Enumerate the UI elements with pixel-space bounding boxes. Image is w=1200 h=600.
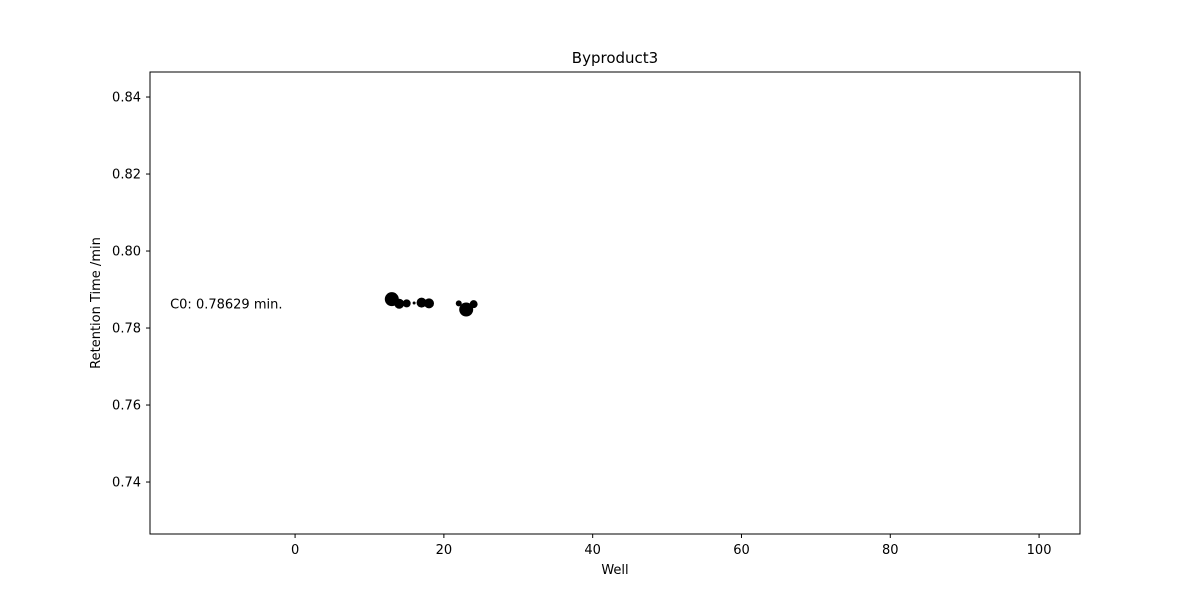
x-axis-label: Well bbox=[601, 563, 628, 578]
x-tick-label: 60 bbox=[733, 543, 750, 558]
x-ticks: 0 20 40 60 80 100 bbox=[291, 534, 1052, 558]
axes-frame bbox=[149, 71, 1081, 535]
data-point bbox=[402, 299, 411, 308]
data-point bbox=[459, 302, 474, 317]
y-tick-label: 0.76 bbox=[112, 399, 141, 414]
y-tick-label: 0.78 bbox=[112, 322, 141, 337]
data-point bbox=[469, 300, 478, 309]
data-point bbox=[466, 303, 470, 307]
y-tick-label: 0.82 bbox=[112, 168, 141, 183]
x-tick-label: 20 bbox=[436, 543, 453, 558]
chart-title: Byproduct3 bbox=[572, 49, 658, 67]
x-tick-label: 80 bbox=[882, 543, 899, 558]
data-point bbox=[394, 298, 405, 309]
data-points bbox=[384, 292, 478, 317]
x-tick-label: 100 bbox=[1027, 543, 1052, 558]
y-tick-label: 0.84 bbox=[112, 91, 141, 106]
y-tick-label: 0.80 bbox=[112, 245, 141, 260]
data-point bbox=[455, 300, 462, 307]
c0-annotation: C0: 0.78629 min. bbox=[170, 297, 282, 312]
data-point bbox=[424, 298, 434, 309]
y-ticks: 0.74 0.76 0.78 0.80 0.82 0.84 bbox=[112, 91, 150, 491]
y-tick-label: 0.74 bbox=[112, 476, 141, 491]
x-tick-label: 0 bbox=[291, 543, 299, 558]
data-point bbox=[412, 301, 416, 305]
data-point bbox=[416, 297, 427, 308]
x-tick-label: 40 bbox=[584, 543, 601, 558]
y-axis-label: Retention Time /min bbox=[89, 237, 104, 369]
